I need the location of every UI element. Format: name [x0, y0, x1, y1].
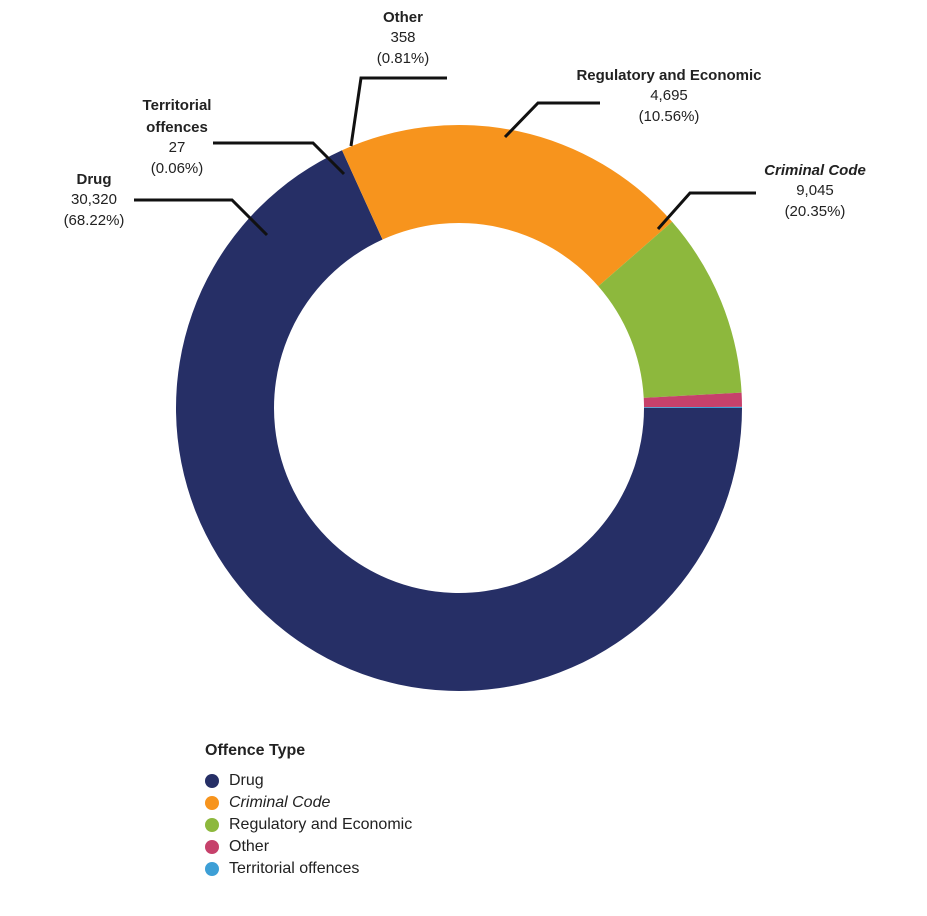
- legend-label-criminal-code: Criminal Code: [229, 794, 331, 811]
- callout-value-drug: 30,320: [71, 191, 117, 208]
- callout-name-territorial-offences: offences: [146, 119, 208, 136]
- legend-item-drug: Drug: [205, 770, 412, 792]
- callout-criminal-code: Criminal Code 9,045 (20.35%): [656, 162, 866, 230]
- legend-label-regulatory-and-economic: Regulatory and Economic: [229, 816, 413, 833]
- legend-label-territorial-offences: Territorial offences: [229, 860, 360, 877]
- legend-swatch-regulatory-and-economic: [205, 818, 219, 832]
- slice-criminal-code: [342, 125, 673, 287]
- callout-regulatory-and-economic: Regulatory and Economic 4,695 (10.56%): [503, 67, 762, 139]
- callout-drug: Drug 30,320 (68.22%): [64, 171, 269, 237]
- callout-name-drug: Drug: [77, 171, 112, 188]
- callout-value-regulatory-and-economic: 4,695: [650, 87, 688, 104]
- legend-item-other: Other: [205, 836, 412, 858]
- callout-percent-drug: (68.22%): [64, 212, 125, 229]
- callout-name-criminal-code: Criminal Code: [764, 162, 866, 179]
- callout-value-other: 358: [390, 29, 415, 46]
- callout-percent-regulatory-and-economic: (10.56%): [639, 108, 700, 125]
- legend: Offence Type Drug Criminal Code Regulatory…: [205, 742, 412, 880]
- slice-territorial-offences: [643, 406, 742, 408]
- callout-territorial-offences: Territorial offences 27 (0.06%): [143, 97, 346, 177]
- callout-value-territorial-offences: 27: [169, 139, 186, 156]
- slice-regulatory-and-economic: [598, 221, 742, 398]
- callout-value-criminal-code: 9,045: [796, 182, 834, 199]
- callout-name-territorial-offences: Territorial: [143, 97, 212, 114]
- legend-swatch-territorial-offences: [205, 862, 219, 876]
- callout-name-other: Other: [383, 9, 423, 26]
- leader-line-territorial-offences: [213, 141, 346, 176]
- legend-label-drug: Drug: [229, 772, 264, 789]
- legend-item-territorial-offences: Territorial offences: [205, 858, 412, 880]
- leader-line-criminal-code: [656, 191, 756, 230]
- callout-other: Other 358 (0.81%): [349, 9, 447, 147]
- legend-swatch-criminal-code: [205, 796, 219, 810]
- callout-percent-criminal-code: (20.35%): [785, 203, 846, 220]
- leader-line-drug: [134, 198, 269, 237]
- callout-percent-other: (0.81%): [377, 50, 430, 67]
- legend-swatch-other: [205, 840, 219, 854]
- leader-line-regulatory-and-economic: [503, 101, 600, 139]
- legend-item-regulatory-and-economic: Regulatory and Economic: [205, 814, 412, 836]
- legend-title: Offence Type: [205, 742, 306, 759]
- callout-percent-territorial-offences: (0.06%): [151, 160, 204, 177]
- callout-name-regulatory-and-economic: Regulatory and Economic: [576, 67, 761, 84]
- slice-other: [643, 392, 742, 408]
- slice-drug: [176, 150, 743, 691]
- legend-swatch-drug: [205, 774, 219, 788]
- legend-item-criminal-code: Criminal Code: [205, 792, 412, 814]
- leader-line-other: [349, 76, 447, 147]
- legend-label-other: Other: [229, 838, 270, 855]
